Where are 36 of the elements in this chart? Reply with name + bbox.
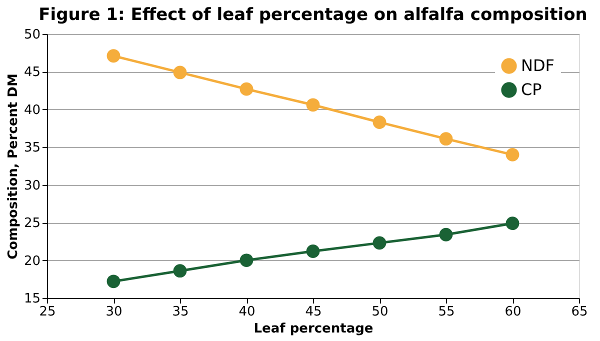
x-tick-label: 60 (504, 304, 522, 320)
y-tick-label: 40 (24, 102, 40, 118)
x-tick-label: 50 (372, 304, 388, 320)
x-tick-label: 30 (106, 304, 122, 320)
y-tick-label: 30 (24, 178, 40, 194)
point (439, 132, 453, 146)
x-tick-label: 45 (305, 304, 322, 320)
x-tick-label: 65 (571, 304, 588, 320)
point (173, 264, 187, 278)
point (506, 216, 520, 230)
point (439, 228, 453, 242)
legend-label: CP (521, 80, 542, 99)
y-tick-label: 15 (24, 292, 40, 306)
point (106, 274, 120, 288)
point (306, 244, 320, 258)
y-tick-label: 20 (24, 254, 40, 269)
x-tick-label: 40 (238, 304, 256, 320)
y-tick-label: 50 (24, 28, 40, 42)
legend-label: NDF (521, 56, 554, 75)
x-tick-label: 55 (438, 304, 455, 320)
point (240, 254, 254, 267)
y-axis-title: Composition, Percent DM (6, 74, 21, 260)
y-tick-label: 25 (24, 216, 40, 232)
point (306, 98, 320, 112)
y-tick-label: 45 (24, 65, 40, 80)
point (106, 49, 120, 63)
y-tick-label: 35 (24, 140, 40, 156)
point (173, 66, 187, 80)
point (372, 236, 386, 250)
point (372, 116, 386, 129)
point (506, 148, 520, 162)
x-axis-title: Leaf percentage (254, 322, 374, 336)
point (240, 82, 254, 96)
x-tick-label: 35 (172, 304, 189, 320)
x-tick-label: 25 (39, 304, 56, 320)
chart-title: Figure 1: Effect of leaf percentage on alfalfa composition (38, 5, 588, 25)
